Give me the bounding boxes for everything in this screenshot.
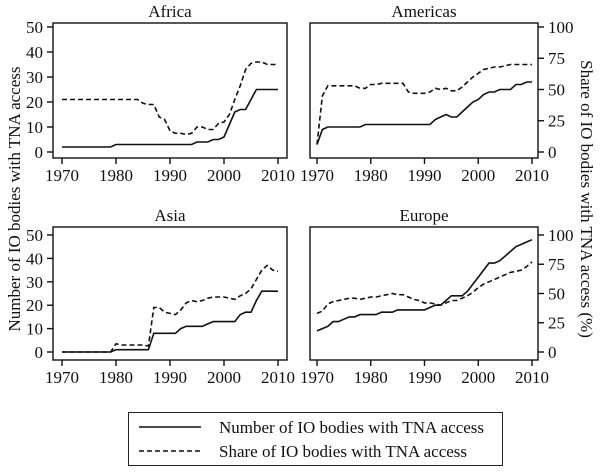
plot-box <box>52 226 288 361</box>
panel-title: Europe <box>399 206 448 225</box>
x-tick-label: 2000 <box>207 166 241 185</box>
y-tick-label: 40 <box>26 249 43 268</box>
right-y-axis-label: Share of IO bodies with TNA access (%) <box>577 60 596 338</box>
y-tick-label: 30 <box>26 273 43 292</box>
panel-title: Asia <box>154 206 186 225</box>
y-tick-label: 100 <box>548 226 574 245</box>
x-tick-label: 1970 <box>300 368 334 387</box>
y-tick-label: 0 <box>548 143 557 162</box>
panel-asia: Asia 1970 1980 1990 2000 2010 0 10 20 30 40 50 <box>26 206 295 387</box>
y-tick-label: 0 <box>35 343 44 362</box>
y-tick-label: 25 <box>548 112 565 131</box>
x-tick-label: 1970 <box>300 166 334 185</box>
y-tick-label: 75 <box>548 49 565 68</box>
series-line-dashed <box>316 261 533 315</box>
legend-item-number: Number of IO bodies with TNA access <box>139 415 502 439</box>
series-line-solid <box>62 290 278 353</box>
y-tick-label: 40 <box>26 43 43 62</box>
series-line-dashed <box>62 264 279 353</box>
x-tick-label: 2010 <box>261 166 295 185</box>
panel-africa: Africa 1970 1980 1990 2000 2010 0 10 20 30 40 50 <box>26 2 295 185</box>
x-tick-label: 1990 <box>408 368 442 387</box>
x-tick-label: 1970 <box>45 368 79 387</box>
y-tick-label: 0 <box>548 343 557 362</box>
legend-label-share: Share of IO bodies with TNA access <box>219 441 468 461</box>
y-tick-label: 20 <box>26 296 43 315</box>
y-tick-label: 50 <box>548 80 565 99</box>
x-tick-label: 1980 <box>99 368 133 387</box>
y-tick-label: 75 <box>548 255 565 274</box>
panel-americas: Americas 1970 1980 1990 2000 2010 0 25 50 75 100 <box>300 2 574 185</box>
series-line-solid <box>316 81 532 145</box>
y-tick-label: 50 <box>26 226 43 245</box>
solid-line-sample <box>139 426 201 428</box>
legend: Number of IO bodies with TNA access Shar… <box>128 412 503 466</box>
x-tick-label: 2000 <box>461 368 495 387</box>
plot-box <box>309 226 539 361</box>
dashed-line-sample <box>139 450 201 452</box>
x-tick-label: 1980 <box>99 166 133 185</box>
y-tick-label: 10 <box>26 118 43 137</box>
x-tick-label: 2000 <box>207 368 241 387</box>
plot-box <box>309 22 539 159</box>
panel-title: Americas <box>391 2 456 21</box>
left-y-axis-label: Number of IO bodies with TNA access <box>5 66 24 332</box>
y-tick-label: 50 <box>26 18 43 37</box>
y-tick-label: 10 <box>26 320 43 339</box>
plot-box <box>52 22 288 159</box>
x-tick-label: 1990 <box>153 166 187 185</box>
x-tick-label: 2000 <box>461 166 495 185</box>
series-line-solid <box>316 238 533 332</box>
x-tick-label: 2010 <box>515 368 549 387</box>
legend-item-share: Share of IO bodies with TNA access <box>139 439 502 463</box>
y-tick-label: 30 <box>26 68 43 87</box>
series-line-dashed <box>316 63 532 145</box>
panel-title: Africa <box>148 2 192 21</box>
series-line-dashed <box>62 61 278 136</box>
y-tick-label: 100 <box>548 18 574 37</box>
panel-europe: Europe 1970 1980 1990 2000 2010 0 25 50 75 100 <box>300 206 574 387</box>
y-tick-label: 20 <box>26 93 43 112</box>
legend-label-number: Number of IO bodies with TNA access <box>219 417 485 437</box>
x-tick-label: 1980 <box>354 368 388 387</box>
y-tick-label: 25 <box>548 314 565 333</box>
series-line-solid <box>62 88 278 148</box>
y-tick-label: 0 <box>35 143 44 162</box>
x-tick-label: 1980 <box>354 166 388 185</box>
x-tick-label: 2010 <box>261 368 295 387</box>
x-tick-label: 1970 <box>45 166 79 185</box>
x-tick-label: 1990 <box>153 368 187 387</box>
y-tick-label: 50 <box>548 284 565 303</box>
x-tick-label: 1990 <box>408 166 442 185</box>
x-tick-label: 2010 <box>515 166 549 185</box>
